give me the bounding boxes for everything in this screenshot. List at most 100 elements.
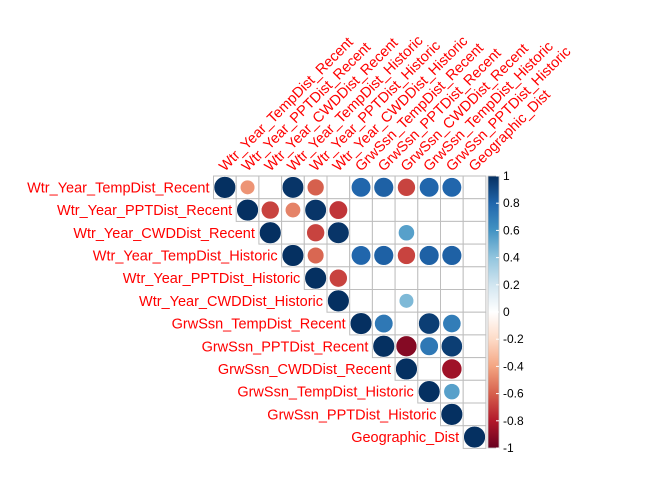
correlation-circle: [213, 176, 237, 199]
correlation-circle: [418, 312, 441, 335]
grid-cell: [258, 175, 283, 200]
correlation-circle: [307, 246, 325, 265]
correlation-circle: [349, 312, 373, 335]
grid-cell: [462, 266, 487, 290]
correlation-circle: [372, 335, 395, 358]
correlation-circle: [419, 336, 439, 356]
correlation-circle: [351, 177, 372, 198]
correlation-circle: [304, 198, 327, 222]
grid-cell: [281, 220, 305, 245]
grid-cell: [417, 289, 441, 313]
grid-cell: [462, 175, 487, 200]
correlation-circle: [306, 178, 325, 197]
grid-cell: [417, 220, 441, 245]
correlation-circle: [304, 266, 327, 290]
grid-cell: [371, 198, 396, 222]
correlation-circle: [397, 246, 416, 265]
grid-cell: [326, 175, 351, 200]
row-label: GrwSsn_CWDDist_Recent: [218, 362, 391, 378]
correlation-circle: [395, 335, 418, 358]
correlation-circle: [440, 335, 463, 358]
correlation-circle: [374, 314, 394, 334]
colorbar: 1 0.8 0.6 0.4 0.2 0 -0.2 -0.4 -0.6 -0.8 -1: [487, 169, 524, 455]
correlation-circle: [373, 177, 394, 198]
row-label: Geographic_Dist: [351, 430, 459, 446]
grid-cell: [349, 289, 373, 313]
correlation-circle: [398, 293, 415, 309]
colorbar-tick-label: -1: [503, 441, 514, 455]
correlation-circles: [213, 176, 486, 449]
colorbar-tick-label: 0: [503, 305, 510, 319]
colorbar-tick-label: -0.4: [503, 359, 524, 373]
correlation-circle: [398, 224, 415, 242]
grid-cell: [394, 266, 419, 290]
colorbar-tick-label: 0.6: [503, 223, 520, 237]
row-label: GrwSsn_TempDist_Recent: [172, 317, 346, 333]
correlation-circle: [327, 221, 350, 244]
row-label: Wtr_Year_TempDist_Historic: [93, 248, 278, 264]
correlation-circle: [284, 202, 301, 219]
correlation-circle: [441, 177, 462, 198]
grid-cell: [440, 289, 464, 313]
grid-cell: [371, 266, 396, 290]
row-label: Wtr_Year_PPTDist_Recent: [57, 203, 232, 219]
correlation-circle: [419, 177, 440, 198]
correlation-circle: [236, 198, 259, 222]
correlation-circle: [373, 245, 394, 266]
correlation-circle: [281, 176, 305, 199]
grid-cell: [417, 357, 441, 381]
correlation-circle: [239, 179, 256, 195]
row-label: Wtr_Year_TempDist_Recent: [27, 180, 209, 196]
grid-cell: [462, 311, 487, 336]
grid-cell: [462, 334, 487, 359]
colorbar-tick-label: -0.2: [503, 332, 524, 346]
colorbar-tick-label: -0.6: [503, 387, 524, 401]
colorbar-tick-label: 0.2: [503, 278, 520, 292]
colorbar-tick-label: -0.8: [503, 414, 524, 428]
row-label: GrwSsn_PPTDist_Historic: [267, 407, 436, 423]
colorbar-tick-label: 0.4: [503, 251, 520, 265]
grid-cell: [349, 266, 373, 290]
correlation-circle: [441, 358, 463, 380]
row-label: Wtr_Year_CWDDist_Historic: [139, 294, 323, 310]
grid-cell: [394, 198, 419, 222]
row-label: GrwSsn_PPTDist_Recent: [202, 339, 369, 355]
grid-cell: [462, 379, 487, 404]
correlation-circle: [397, 178, 416, 197]
grid-cell: [394, 311, 419, 336]
grid-cell: [462, 220, 487, 245]
grid-cell: [440, 220, 464, 245]
grid-cell: [417, 198, 441, 222]
grid-cell: [371, 289, 396, 313]
grid-cell: [462, 357, 487, 381]
correlation-circle: [259, 221, 282, 244]
row-label: GrwSsn_TempDist_Historic: [237, 385, 413, 401]
correlation-circle: [442, 314, 462, 333]
correlation-circle: [327, 289, 350, 313]
correlation-circle: [463, 425, 486, 449]
grid-cell: [462, 289, 487, 313]
correlation-circle: [395, 357, 418, 381]
correlation-circle: [418, 245, 440, 266]
correlation-circle: [260, 200, 280, 220]
correlation-circle: [417, 380, 441, 403]
row-labels: Wtr_Year_TempDist_Recent Wtr_Year_PPTDist…: [27, 180, 459, 446]
column-labels: Wtr_Year_TempDist_RecentWtr_Year_PPTDist…: [216, 33, 574, 175]
correlation-circle: [440, 403, 464, 426]
grid-cell: [349, 198, 373, 222]
grid-cell: [440, 198, 464, 222]
correlation-circle: [281, 244, 305, 267]
correlation-circle: [329, 268, 348, 288]
colorbar-tick-label: 0.8: [503, 196, 520, 210]
grid-cell: [440, 266, 464, 290]
colorbar-tick-label: 1: [503, 169, 510, 183]
correlation-circle: [351, 245, 372, 266]
grid-cell: [326, 243, 351, 268]
correlation-circle: [441, 245, 463, 266]
grid-cell: [462, 198, 487, 222]
row-label: Wtr_Year_PPTDist_Historic: [123, 271, 301, 287]
correlation-circle: [443, 383, 461, 401]
row-label: Wtr_Year_CWDDist_Recent: [73, 226, 255, 242]
grid-cell: [462, 243, 487, 268]
